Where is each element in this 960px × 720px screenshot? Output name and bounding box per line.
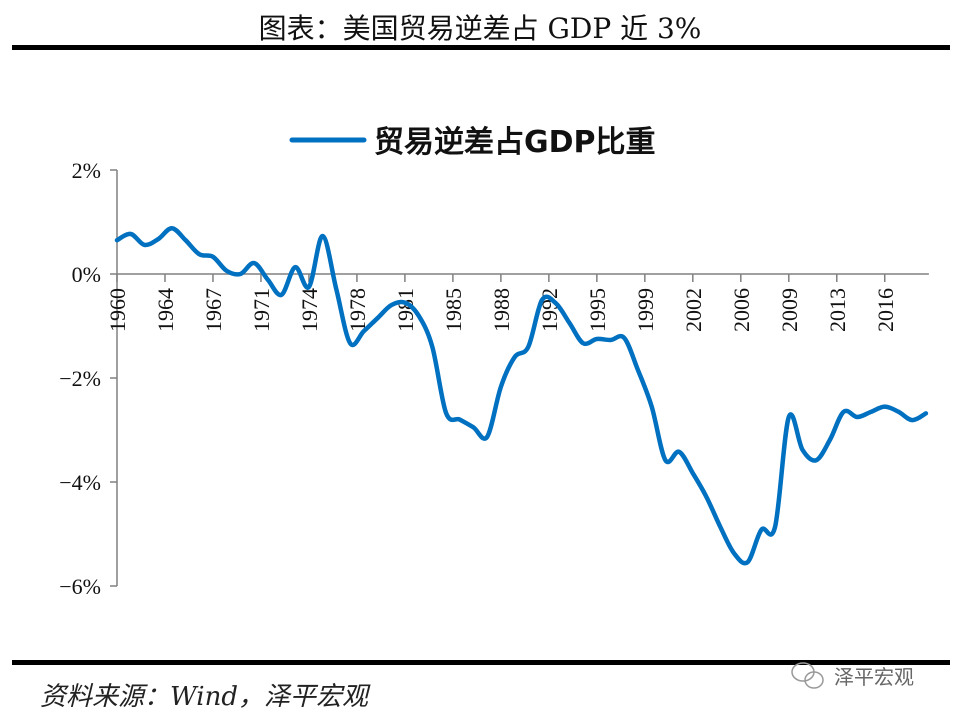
series-line: [114, 225, 929, 566]
x-tick-label: 1960: [105, 288, 130, 332]
legend: 贸易逆差占GDP比重: [289, 125, 656, 160]
x-tick-label: 2016: [873, 288, 898, 332]
legend-label: 贸易逆差占GDP比重: [374, 125, 656, 160]
y-tick-label: −4%: [59, 470, 101, 495]
x-tick-label: 2006: [729, 288, 754, 332]
x-tick-label: 1967: [201, 288, 226, 332]
y-tick-label: 2%: [72, 158, 101, 183]
wechat-icon: [791, 662, 824, 689]
x-tick-label: 1971: [249, 288, 274, 332]
chart-title: 图表：美国贸易逆差占 GDP 近 3%: [259, 12, 702, 45]
x-tick-label: 1964: [153, 288, 178, 332]
data-points: [117, 228, 926, 562]
x-tick-label: 1978: [345, 288, 370, 332]
y-axis: 2% 0% −2% −4% −6%: [59, 158, 118, 599]
x-tick-label: 2013: [825, 288, 850, 332]
x-tick-label: 1988: [489, 288, 514, 332]
y-tick-label: 0%: [72, 262, 101, 287]
x-tick-label: 1999: [633, 288, 658, 332]
x-tick-label: 2002: [681, 288, 706, 332]
x-tick-label: 1974: [297, 288, 322, 332]
watermark-text: 泽平宏观: [834, 665, 914, 689]
y-tick-label: −2%: [59, 366, 101, 391]
x-tick-label: 1995: [585, 288, 610, 332]
watermark: 泽平宏观: [791, 662, 914, 689]
top-rule: [12, 45, 950, 50]
bottom-rule: [12, 660, 950, 665]
x-tick-label: 2009: [777, 288, 802, 332]
x-tick-label: 1985: [441, 288, 466, 332]
source-note: 资料来源：Wind，泽平宏观: [40, 682, 371, 712]
y-tick-label: −6%: [59, 574, 101, 599]
x-axis: 1960 1964 1967 1971 1974 1978 1981 1985 1988 1992…: [105, 273, 929, 332]
